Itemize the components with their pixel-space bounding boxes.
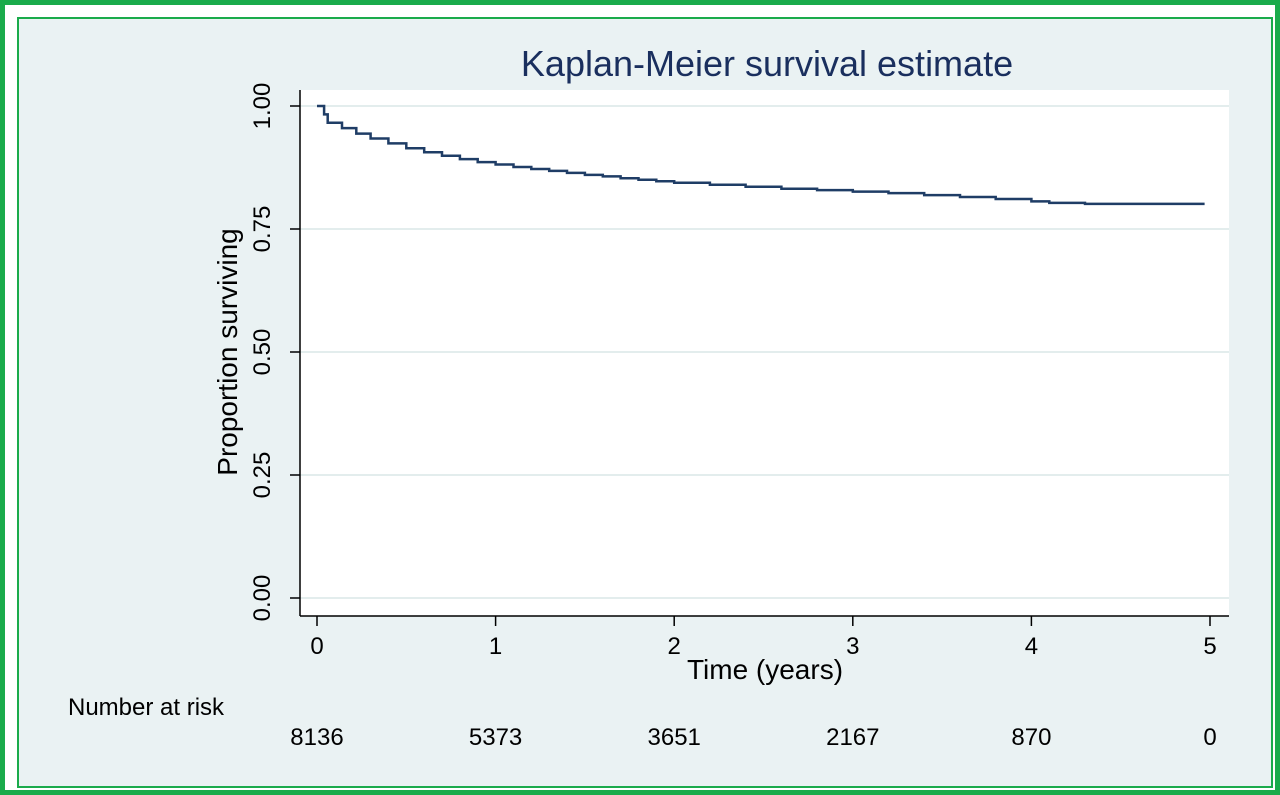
y-axis-label: Proportion surviving [212, 228, 243, 475]
y-tick-label: 0.50 [249, 329, 276, 376]
y-tick-label: 1.00 [249, 83, 276, 130]
x-tick-label: 0 [310, 633, 323, 660]
x-tick-label: 5 [1203, 633, 1216, 660]
risk-count: 5373 [469, 724, 522, 751]
gridlines [300, 105, 1229, 599]
survival-curve [317, 104, 1205, 206]
y-tick-label: 0.00 [249, 575, 276, 622]
risk-count: 2167 [826, 724, 879, 751]
axes [299, 90, 1229, 617]
risk-table-values: 8136 5373 3651 2167 870 0 [290, 724, 1216, 751]
risk-count: 8136 [290, 724, 343, 751]
risk-count: 0 [1203, 724, 1216, 751]
x-axis-label: Time (years) [687, 654, 843, 685]
y-tick-label: 0.75 [249, 206, 276, 253]
risk-table-label: Number at risk [68, 694, 225, 721]
y-axis-ticks: 0.00 0.25 0.50 0.75 1.00 [249, 83, 300, 622]
risk-count: 870 [1011, 724, 1051, 751]
risk-count: 3651 [648, 724, 701, 751]
y-tick-label: 0.25 [249, 452, 276, 499]
chart-title: Kaplan-Meier survival estimate [521, 43, 1013, 84]
x-tick-label: 1 [489, 633, 502, 660]
series-group [317, 104, 1205, 206]
x-tick-label: 4 [1025, 633, 1038, 660]
x-tick-label: 3 [846, 633, 859, 660]
x-axis-ticks: 0 1 2 3 4 5 [310, 616, 1217, 660]
x-tick-label: 2 [668, 633, 681, 660]
